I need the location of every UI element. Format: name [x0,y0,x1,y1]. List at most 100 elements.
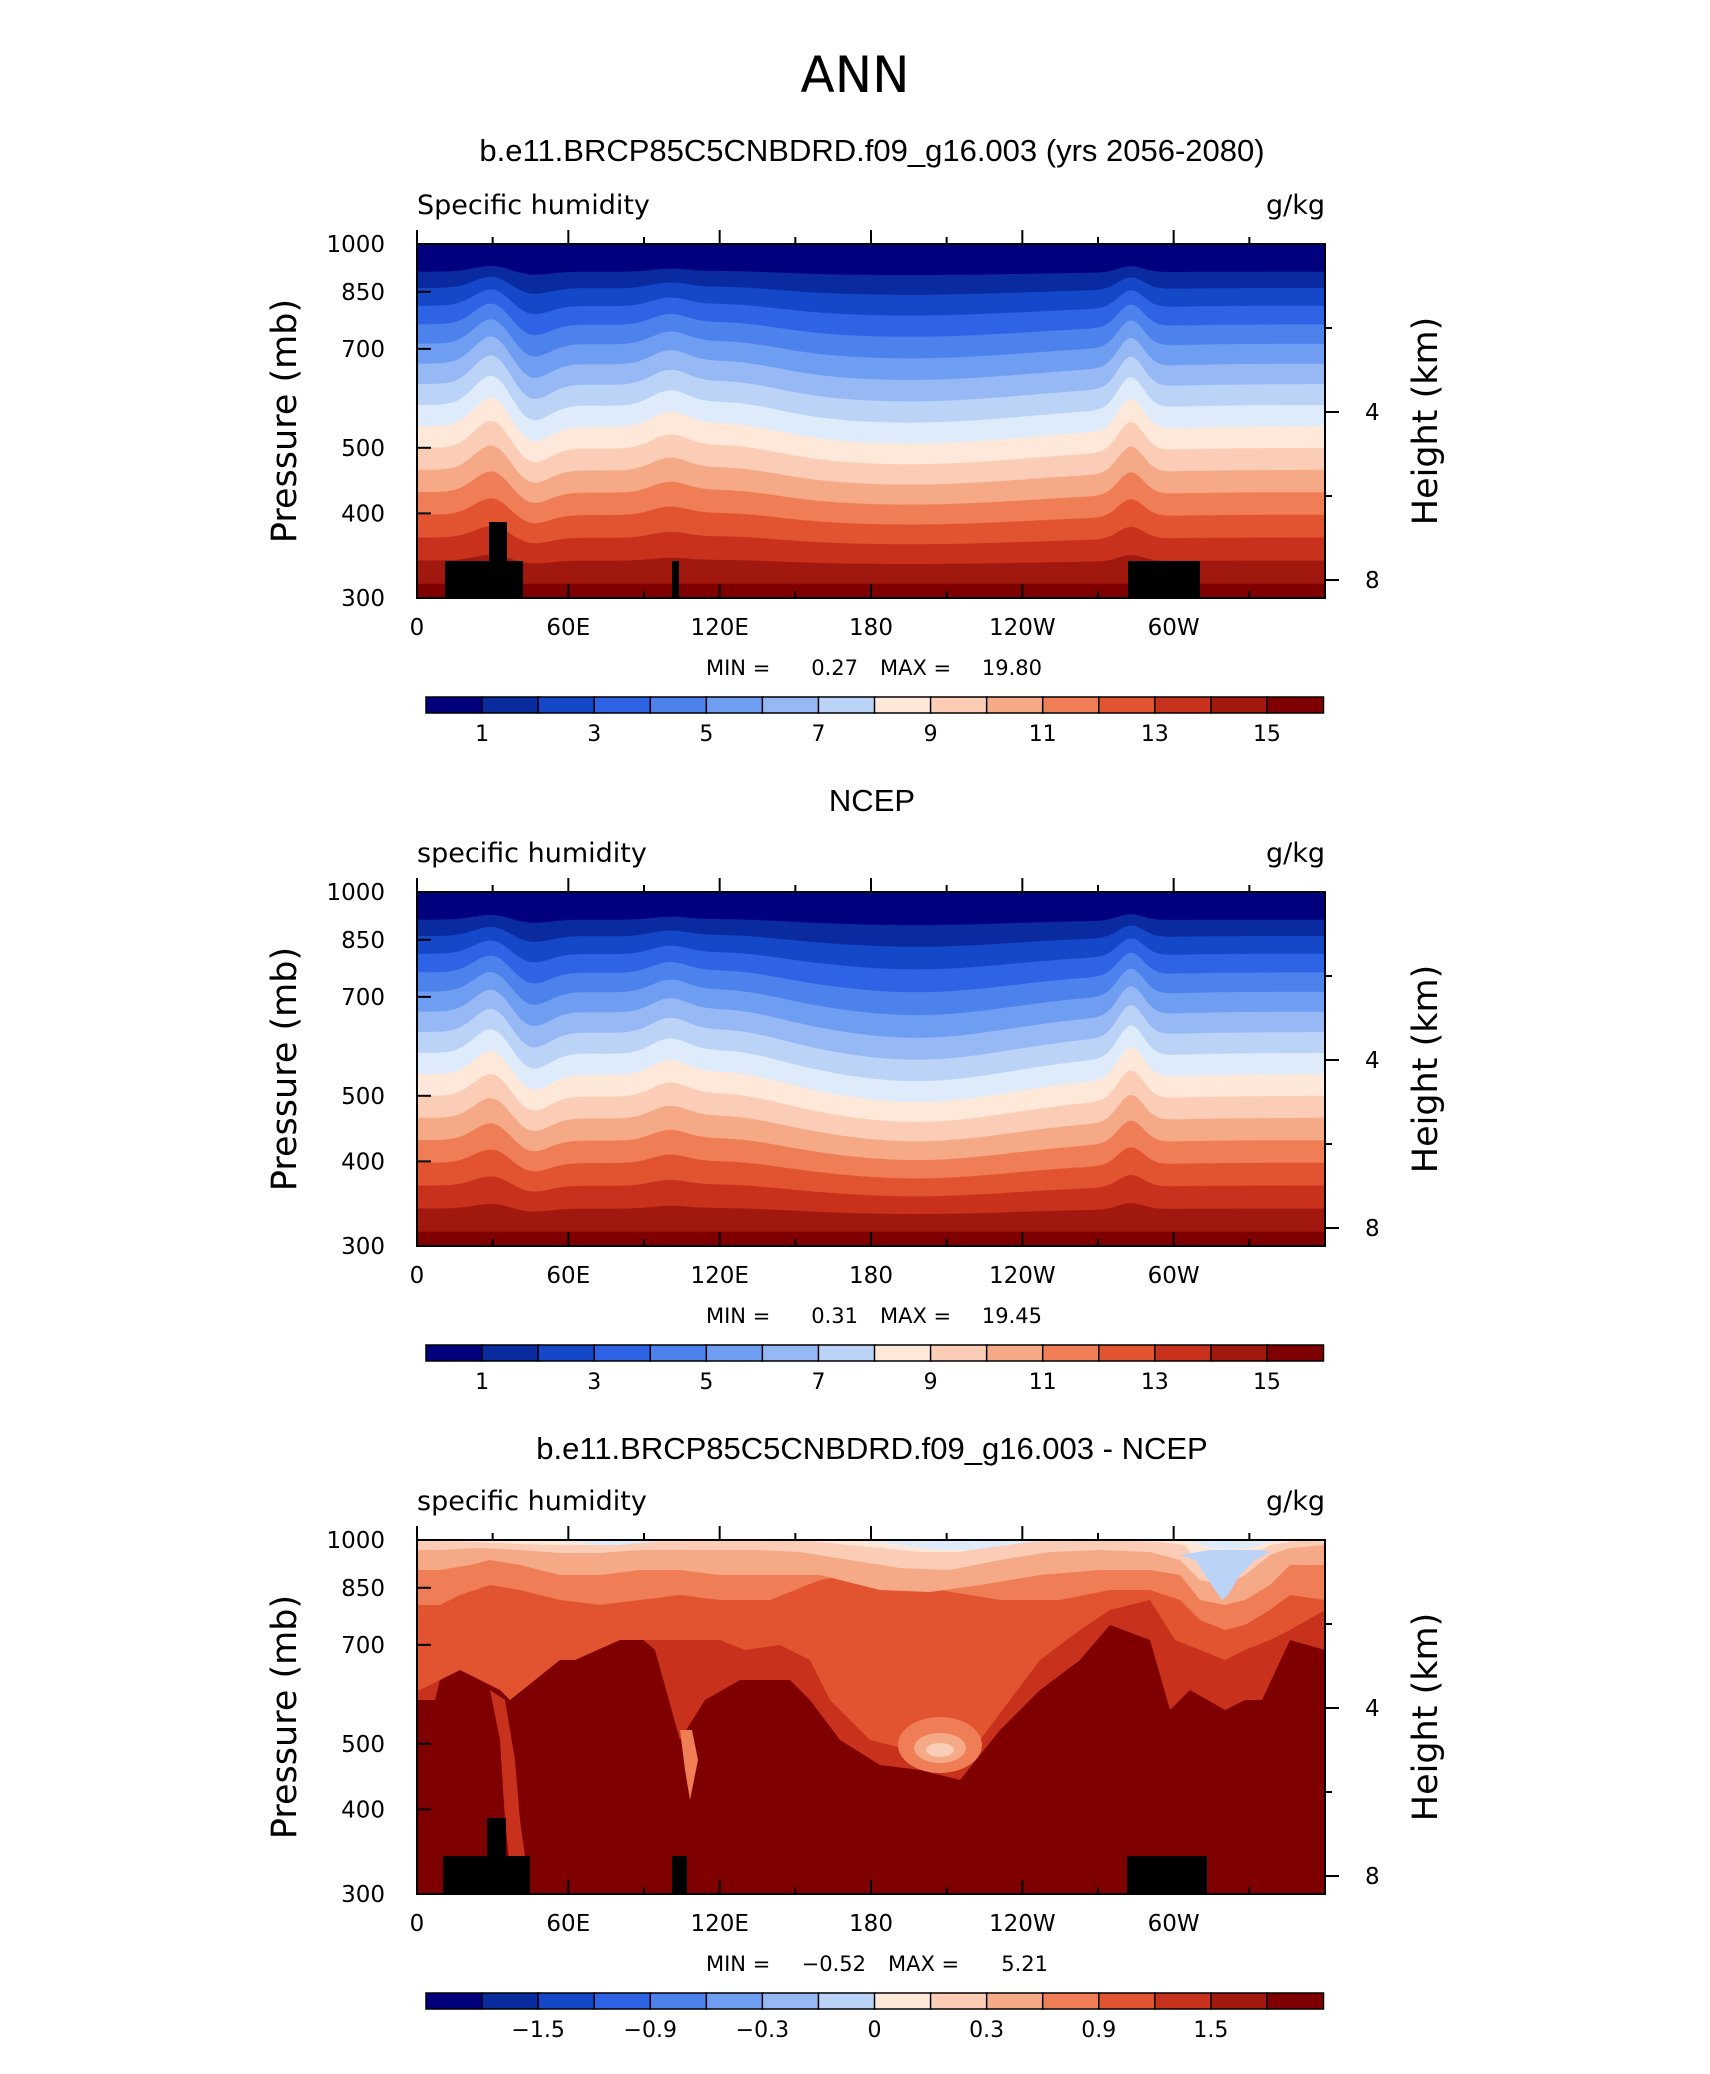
max-value: 19.80 [982,656,1042,680]
x-tick-label: 0 [410,1263,425,1289]
contour-band [417,892,1325,926]
panel-title: b.e11.BRCP85C5CNBDRD.f09_g16.003 (yrs 20… [479,133,1264,168]
colorbar-swatch [1154,1992,1213,2010]
colorbar-swatch [1041,1344,1100,1362]
colorbar-swatch [1266,1344,1325,1362]
colorbar-swatch [929,1992,988,2010]
contour-fill [417,244,1325,598]
colorbar-label: 1.5 [1193,2018,1228,2043]
x-tick-label: 60E [546,1263,590,1289]
colorbar-label: 5 [699,722,713,747]
y-tick-label: 400 [341,1149,385,1175]
y2-axis-title: Height (km) [1406,1613,1446,1822]
colorbar-swatch [873,1992,932,2010]
min-label: MIN = [706,1304,770,1328]
colorbar-label: 7 [811,722,825,747]
colorbar-swatch [1210,696,1269,714]
colorbar-label: 0 [868,2018,882,2043]
colorbar-swatch [1266,696,1325,714]
left-label: Specific humidity [417,190,650,221]
colorbar-swatch [705,1344,764,1362]
colorbar-label: 1 [475,722,489,747]
y-tick-label: 700 [341,1633,385,1659]
y-tick-label: 300 [341,586,385,612]
min-label: MIN = [706,1952,770,1976]
colorbar-label: 9 [924,722,938,747]
stats-line: MIN = 0.27 MAX = 19.80 [706,656,1042,680]
colorbar-swatch [537,696,596,714]
y2-axis-title: Height (km) [1406,317,1446,526]
colorbar-label: 1 [475,1370,489,1395]
panel-title: NCEP [829,783,915,818]
colorbar-swatch [1098,1344,1157,1362]
colorbar-label: 0.9 [1081,2018,1116,2043]
colorbar-label: 15 [1253,722,1281,747]
max-label: MAX = [880,656,951,680]
y-tick-label: 500 [341,436,385,462]
x-tick-label: 0 [410,615,425,641]
contour-fill [417,892,1325,1246]
min-value: 0.27 [811,656,858,680]
x-tick-label: 180 [849,615,893,641]
y-tick-label: 700 [341,985,385,1011]
colorbar-swatch [1266,1992,1325,2010]
colorbar-label: 5 [699,1370,713,1395]
y2-tick-label: 4 [1365,400,1380,426]
colorbar-swatch [593,1992,652,2010]
x-tick-label: 180 [849,1911,893,1937]
colorbar-label: 11 [1029,722,1057,747]
max-value: 5.21 [1001,1952,1048,1976]
colorbar-swatch [481,1992,540,2010]
colorbar-swatch [593,1344,652,1362]
y-tick-label: 850 [341,928,385,954]
colorbar-swatch [817,696,876,714]
axes: 0 60E 120E 180 120W 60W 300 400 500 700 850 1000 8 4 P… [265,230,1446,641]
x-tick-label: 120E [690,1911,748,1937]
max-label: MAX = [888,1952,959,1976]
topography-mask [445,522,1200,598]
colorbar-swatch [1154,1344,1213,1362]
y-tick-label: 300 [341,1882,385,1908]
y-axis-title: Pressure (mb) [265,299,305,543]
x-tick-label: 0 [410,1911,425,1937]
colorbar-swatch [761,696,820,714]
y2-tick-label: 8 [1365,1864,1380,1890]
plot-area [417,892,1325,1246]
colorbar-label: −0.3 [736,2018,789,2043]
colorbar-swatch [817,1992,876,2010]
colorbar-swatch [481,1344,540,1362]
x-tick-label: 60E [546,1911,590,1937]
colorbar-label: 13 [1141,722,1169,747]
colorbar-swatch [481,696,540,714]
y-tick-label: 500 [341,1732,385,1758]
panel-diff: b.e11.BRCP85C5CNBDRD.f09_g16.003 - NCEP … [265,1431,1446,2043]
colorbar-swatch [761,1992,820,2010]
colorbar-swatch [761,1344,820,1362]
stats-line: MIN = 0.31 MAX = 19.45 [706,1304,1042,1328]
max-label: MAX = [880,1304,951,1328]
y-axis-title: Pressure (mb) [265,947,305,1191]
colorbar-label: 7 [811,1370,825,1395]
left-label: specific humidity [417,1486,647,1517]
colorbar-label: 11 [1029,1370,1057,1395]
units-label: g/kg [1266,1486,1325,1517]
x-tick-label: 60E [546,615,590,641]
colorbar-swatch [649,1992,708,2010]
axes: 0 60E 120E 180 120W 60W 300 400 500 700 850 1000 8 4 P… [265,878,1446,1289]
min-value: −0.52 [802,1952,866,1976]
topography-mask [443,1818,1207,1894]
colorbar-swatch [593,696,652,714]
colorbar-swatch [1098,1992,1157,2010]
min-label: MIN = [706,656,770,680]
x-tick-label: 60W [1148,1263,1200,1289]
units-label: g/kg [1266,838,1325,869]
y-tick-label: 1000 [326,1528,385,1554]
max-value: 19.45 [982,1304,1042,1328]
colorbar-swatch [1210,1992,1269,2010]
y-tick-label: 1000 [326,232,385,258]
x-tick-label: 120E [690,615,748,641]
colorbar-swatch [649,1344,708,1362]
x-tick-label: 120W [989,1263,1056,1289]
y-tick-label: 850 [341,1576,385,1602]
